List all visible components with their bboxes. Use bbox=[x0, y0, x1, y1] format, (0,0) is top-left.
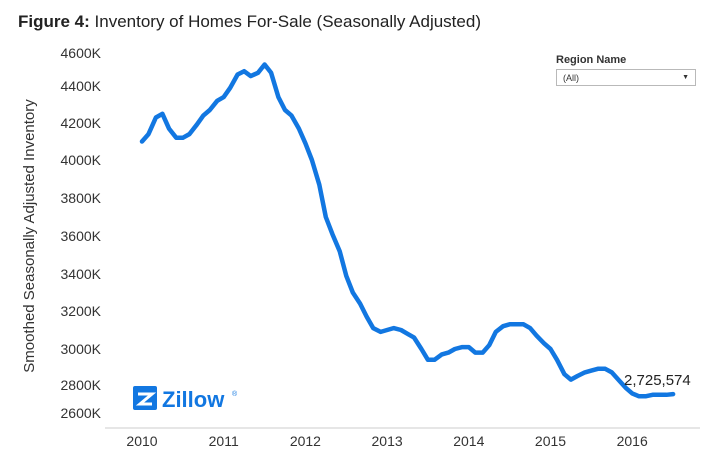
y-tick-label: 4200K bbox=[61, 115, 102, 131]
zillow-registered-mark: ® bbox=[232, 390, 238, 398]
figure-title-text: Inventory of Homes For-Sale (Seasonally … bbox=[89, 12, 481, 31]
y-tick-label: 3000K bbox=[61, 341, 102, 357]
y-tick-label: 3600K bbox=[61, 228, 102, 244]
y-tick-label: 3200K bbox=[61, 303, 102, 319]
x-tick-label: 2014 bbox=[453, 433, 484, 449]
region-select-value: (All) bbox=[563, 72, 579, 83]
region-select[interactable]: (All) ▼ bbox=[556, 69, 696, 86]
x-tick-label: 2010 bbox=[126, 433, 157, 449]
chevron-down-icon: ▼ bbox=[682, 74, 689, 81]
zillow-z-icon bbox=[135, 392, 157, 406]
inventory-line bbox=[139, 62, 676, 399]
x-axis: 2010 2011 2012 2013 2014 2015 2016 bbox=[126, 433, 648, 449]
x-tick-label: 2013 bbox=[372, 433, 403, 449]
y-tick-label: 4600K bbox=[61, 45, 102, 61]
zillow-logo-text: Zillow bbox=[162, 387, 225, 412]
y-tick-label: 3800K bbox=[61, 190, 102, 206]
y-tick-label: 4400K bbox=[61, 78, 102, 94]
y-axis: 2600K 2800K 3000K 3200K 3400K 3600K 3800K 4000K… bbox=[61, 45, 102, 421]
y-tick-label: 2800K bbox=[61, 377, 102, 393]
latest-value-label: 2,725,574 bbox=[624, 372, 691, 389]
y-tick-label: 4000K bbox=[61, 152, 102, 168]
x-tick-label: 2011 bbox=[209, 433, 239, 449]
chart-title: Figure 4: Inventory of Homes For-Sale (S… bbox=[18, 12, 481, 32]
region-filter: Region Name (All) ▼ bbox=[556, 54, 696, 86]
y-tick-label: 2600K bbox=[61, 405, 102, 421]
x-tick-label: 2012 bbox=[290, 433, 321, 449]
region-filter-label: Region Name bbox=[556, 54, 627, 66]
figure-number: Figure 4: bbox=[18, 12, 90, 31]
y-axis-label: Smoothed Seasonally Adjusted Inventory bbox=[21, 99, 38, 373]
x-tick-label: 2016 bbox=[617, 433, 648, 449]
zillow-logo: Zillow ® bbox=[133, 386, 238, 412]
x-tick-label: 2015 bbox=[535, 433, 566, 449]
y-tick-label: 3400K bbox=[61, 266, 102, 282]
